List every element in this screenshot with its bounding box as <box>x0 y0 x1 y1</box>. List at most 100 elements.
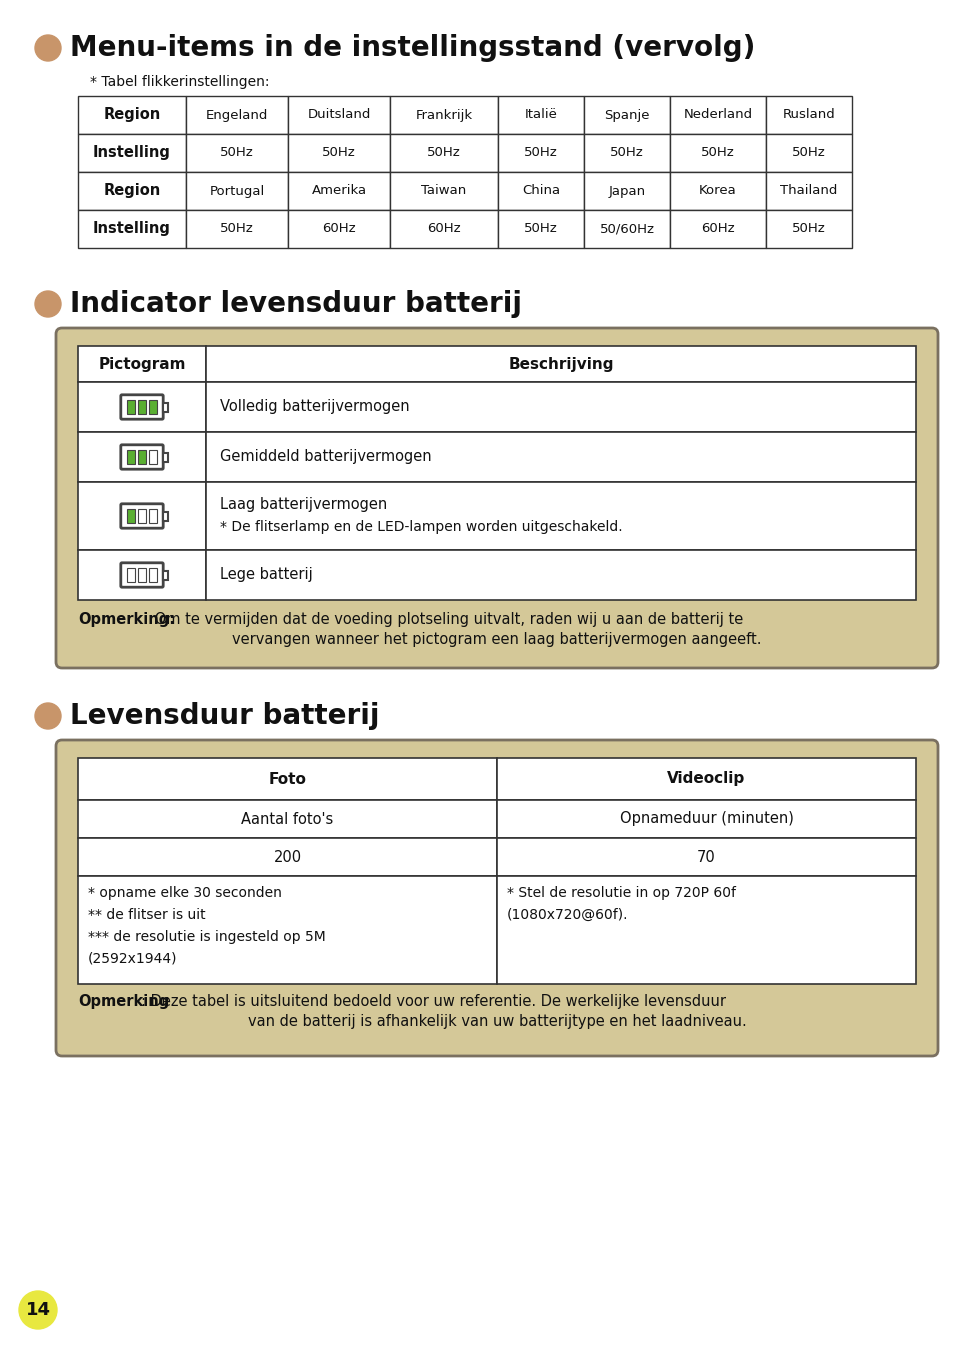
Text: Opmerking: Opmerking <box>78 994 169 1009</box>
Circle shape <box>19 1291 57 1329</box>
Bar <box>288 210 390 247</box>
Text: Japan: Japan <box>608 184 645 198</box>
Text: Menu-items in de instellingsstand (vervolg): Menu-items in de instellingsstand (vervo… <box>70 34 755 62</box>
Bar <box>138 508 146 523</box>
Bar <box>669 210 765 247</box>
Text: 50Hz: 50Hz <box>700 147 734 160</box>
Bar <box>186 95 288 134</box>
Bar <box>497 876 915 985</box>
Text: Frankrijk: Frankrijk <box>415 109 472 121</box>
Text: 50Hz: 50Hz <box>220 222 253 235</box>
Text: 70: 70 <box>697 850 715 865</box>
Text: * De flitserlamp en de LED-lampen worden uitgeschakeld.: * De flitserlamp en de LED-lampen worden… <box>220 521 622 534</box>
Bar <box>163 570 169 580</box>
Bar <box>78 876 497 985</box>
Text: China: China <box>521 184 559 198</box>
Bar <box>78 210 186 247</box>
Text: Nederland: Nederland <box>682 109 752 121</box>
Bar <box>288 134 390 172</box>
Bar <box>206 550 915 600</box>
Bar <box>497 95 583 134</box>
Bar <box>138 568 146 582</box>
Text: Korea: Korea <box>699 184 736 198</box>
Circle shape <box>35 35 61 61</box>
Text: 50Hz: 50Hz <box>610 147 643 160</box>
Bar <box>149 451 157 464</box>
Bar <box>163 452 169 461</box>
Bar <box>390 210 497 247</box>
Bar <box>765 95 851 134</box>
Text: 50/60Hz: 50/60Hz <box>598 222 654 235</box>
Text: van de batterij is afhankelijk van uw batterijtype en het laadniveau.: van de batterij is afhankelijk van uw ba… <box>248 1014 745 1029</box>
Text: Gemiddeld batterijvermogen: Gemiddeld batterijvermogen <box>220 449 431 464</box>
Bar <box>186 134 288 172</box>
Text: Region: Region <box>103 183 160 199</box>
Bar <box>497 172 583 210</box>
Bar <box>765 172 851 210</box>
Text: Spanje: Spanje <box>603 109 649 121</box>
Bar <box>78 172 186 210</box>
Text: 200: 200 <box>274 850 301 865</box>
Bar <box>127 399 135 414</box>
Text: Italië: Italië <box>524 109 557 121</box>
Text: Instelling: Instelling <box>93 222 171 237</box>
Text: 60Hz: 60Hz <box>700 222 734 235</box>
Bar <box>206 482 915 550</box>
Bar <box>390 134 497 172</box>
FancyBboxPatch shape <box>56 740 937 1056</box>
Text: Portugal: Portugal <box>209 184 264 198</box>
Bar <box>206 346 915 382</box>
Bar <box>186 172 288 210</box>
Bar <box>78 800 497 838</box>
Bar <box>127 508 135 523</box>
Bar <box>163 511 169 521</box>
Bar <box>288 95 390 134</box>
Bar <box>765 134 851 172</box>
Bar <box>78 95 186 134</box>
Text: *** de resolutie is ingesteld op 5M: *** de resolutie is ingesteld op 5M <box>88 929 325 944</box>
Bar <box>78 759 497 800</box>
Text: : Deze tabel is uitsluitend bedoeld voor uw referentie. De werkelijke levensduur: : Deze tabel is uitsluitend bedoeld voor… <box>141 994 725 1009</box>
Bar <box>583 134 669 172</box>
Text: Videoclip: Videoclip <box>667 772 745 787</box>
Bar <box>127 451 135 464</box>
Bar <box>390 172 497 210</box>
Bar <box>497 210 583 247</box>
Text: Engeland: Engeland <box>206 109 268 121</box>
Text: * opname elke 30 seconden: * opname elke 30 seconden <box>88 886 281 900</box>
Text: 50Hz: 50Hz <box>427 147 460 160</box>
Text: 60Hz: 60Hz <box>427 222 460 235</box>
Text: Levensduur batterij: Levensduur batterij <box>70 702 379 730</box>
Text: 50Hz: 50Hz <box>791 147 825 160</box>
Text: Beschrijving: Beschrijving <box>508 356 613 371</box>
Text: Pictogram: Pictogram <box>98 356 186 371</box>
Text: Lege batterij: Lege batterij <box>220 568 313 582</box>
Text: 50Hz: 50Hz <box>220 147 253 160</box>
Bar <box>78 382 206 432</box>
Text: Duitsland: Duitsland <box>307 109 371 121</box>
Text: 50Hz: 50Hz <box>523 147 558 160</box>
Bar <box>149 568 157 582</box>
Bar <box>669 134 765 172</box>
Bar <box>206 382 915 432</box>
Bar <box>78 550 206 600</box>
Bar <box>583 95 669 134</box>
FancyBboxPatch shape <box>56 328 937 668</box>
Bar <box>127 568 135 582</box>
Bar <box>497 759 915 800</box>
Text: Volledig batterijvermogen: Volledig batterijvermogen <box>220 399 409 414</box>
Text: Aantal foto's: Aantal foto's <box>241 811 334 826</box>
Bar <box>583 172 669 210</box>
Text: * Tabel flikkerinstellingen:: * Tabel flikkerinstellingen: <box>90 75 269 89</box>
FancyBboxPatch shape <box>121 562 163 588</box>
Circle shape <box>35 703 61 729</box>
Bar <box>186 210 288 247</box>
Text: 50Hz: 50Hz <box>322 147 355 160</box>
Bar <box>149 399 157 414</box>
Bar <box>497 800 915 838</box>
Text: (2592x1944): (2592x1944) <box>88 952 177 966</box>
Bar <box>765 210 851 247</box>
Bar <box>583 210 669 247</box>
Text: Rusland: Rusland <box>781 109 835 121</box>
Text: Indicator levensduur batterij: Indicator levensduur batterij <box>70 291 521 317</box>
